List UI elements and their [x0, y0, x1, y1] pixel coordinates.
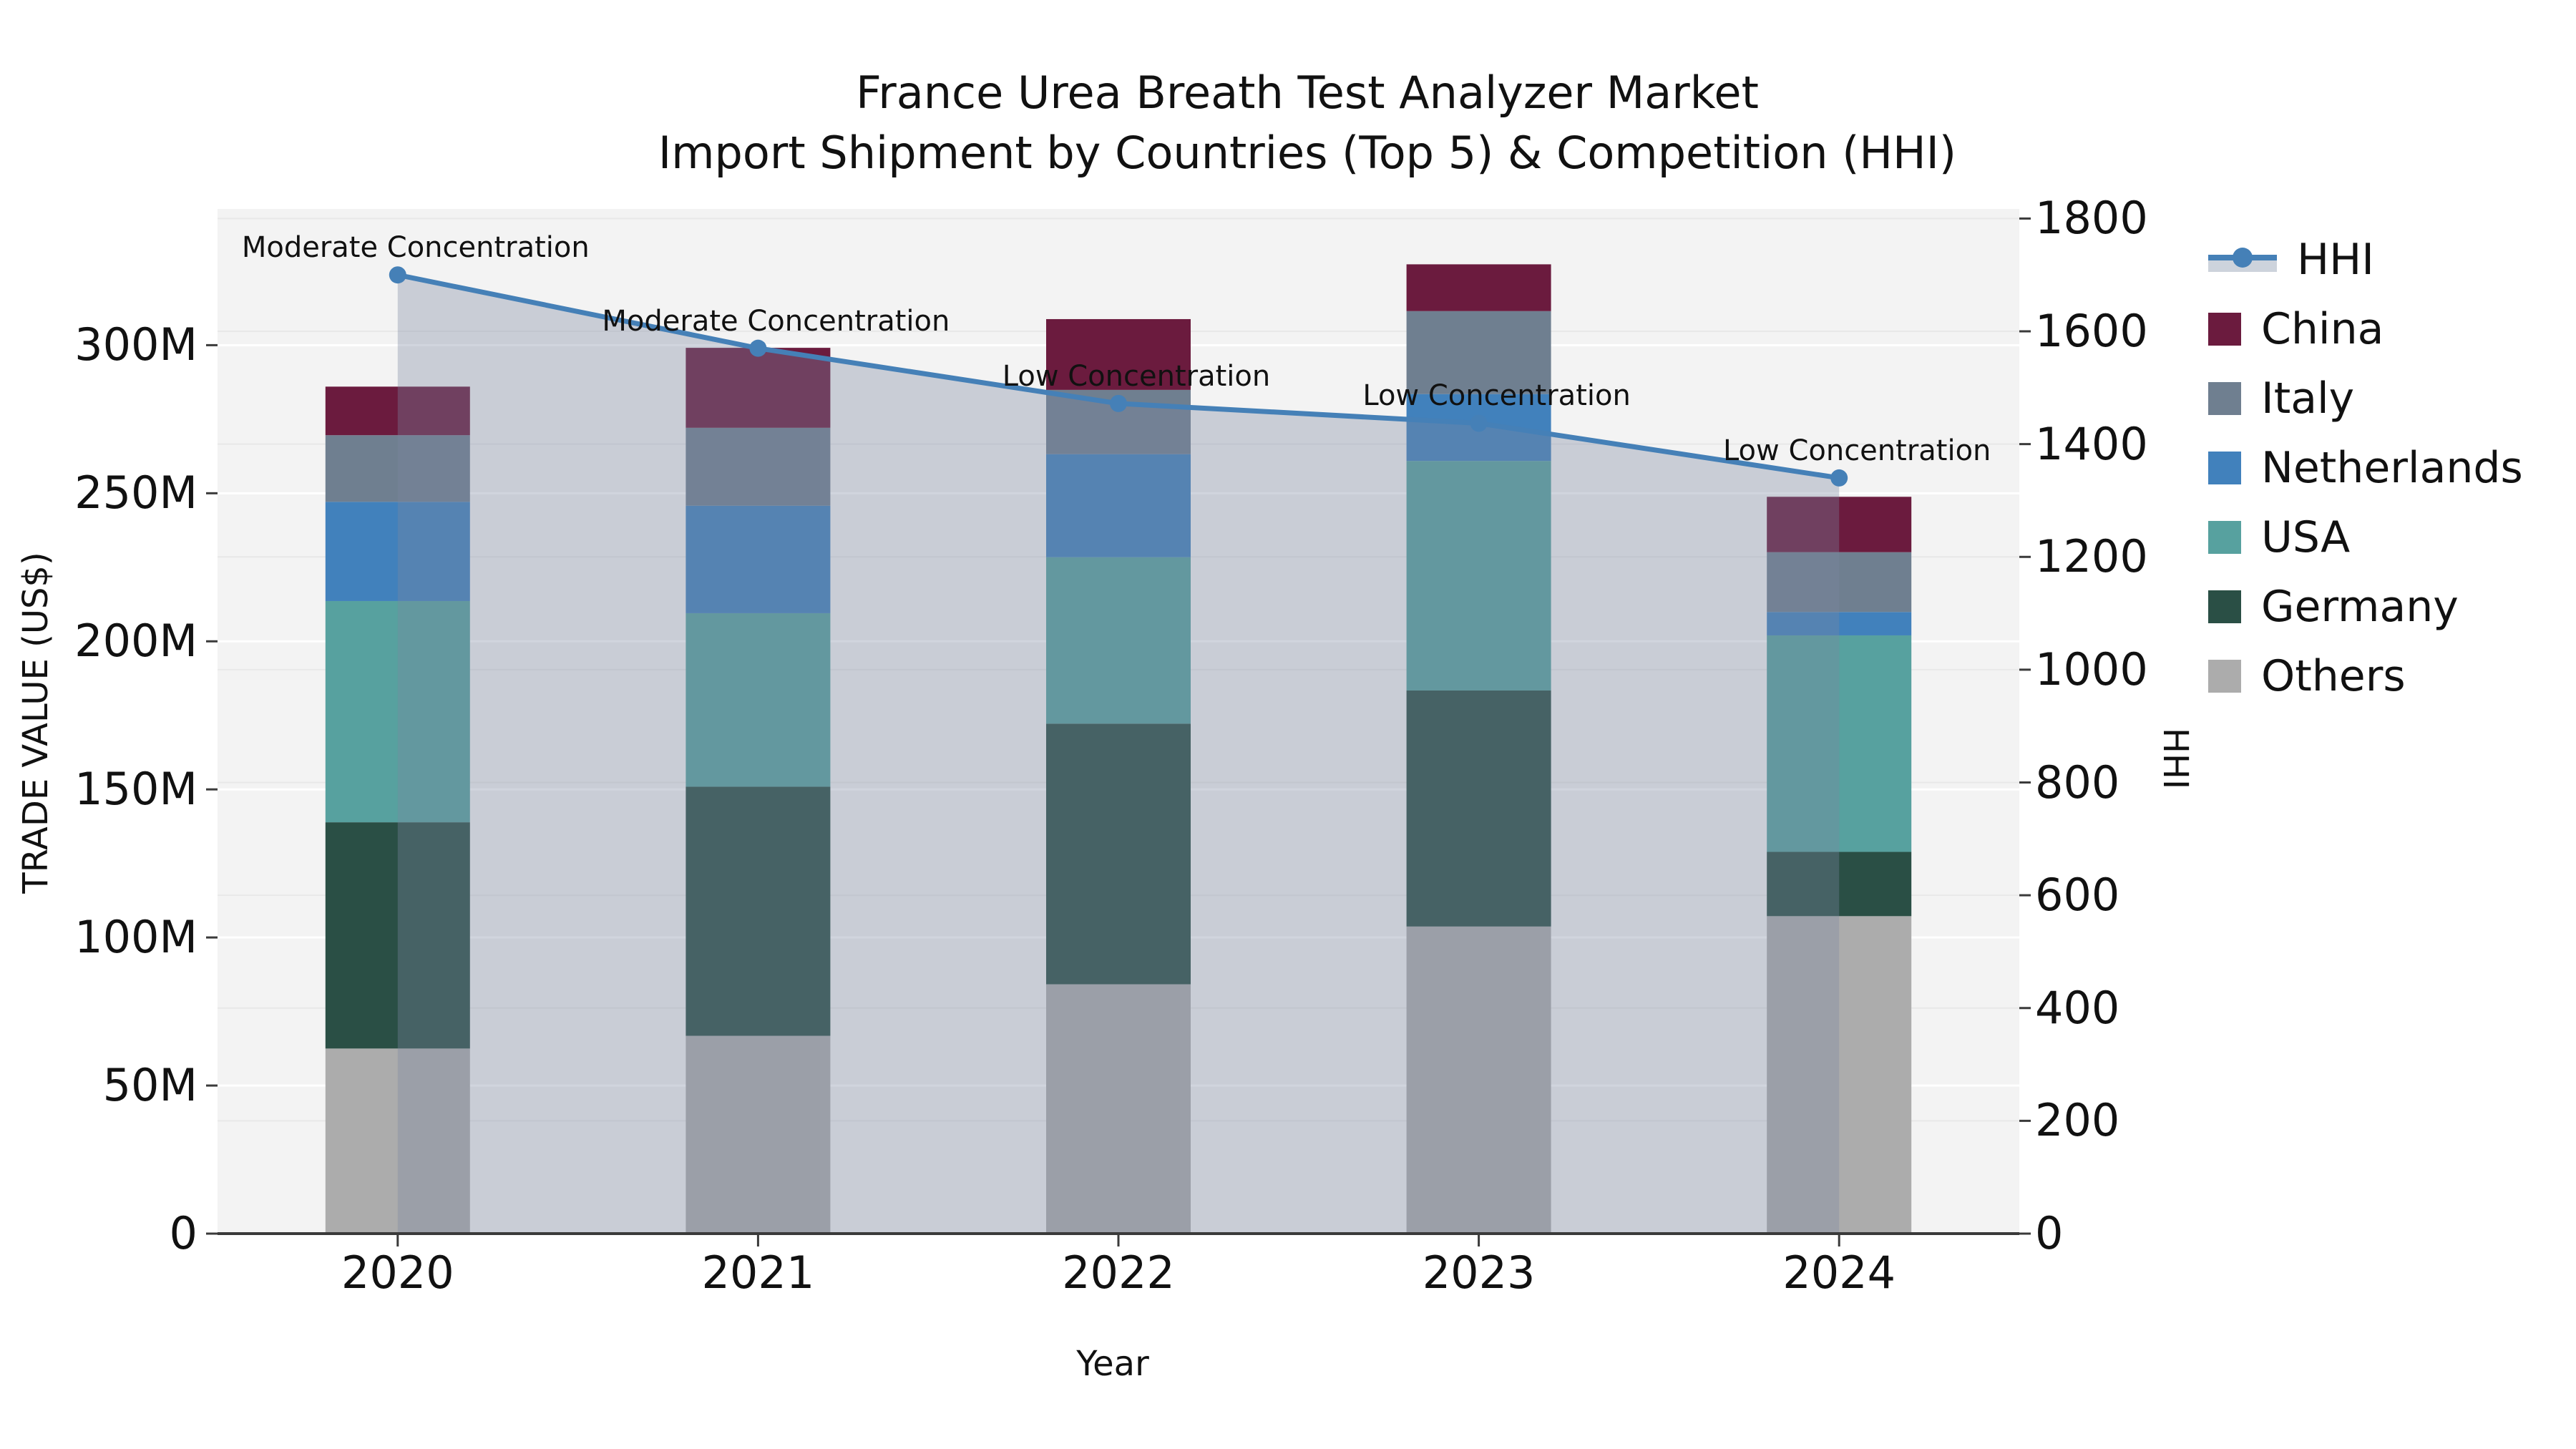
y-right-tick-1800: 1800: [2035, 192, 2148, 245]
bar-segment-2023-germany: [1406, 690, 1551, 927]
legend-label-germany: Germany: [2261, 581, 2459, 632]
bar-segment-2024-italy: [1767, 552, 1912, 613]
hhi-marker-2023: [1470, 414, 1488, 432]
bar-2021: [686, 348, 831, 1234]
legend-row-germany: Germany: [2208, 572, 2523, 641]
bar-segment-2020-germany: [325, 822, 470, 1049]
hhi-marker-2021: [749, 339, 767, 357]
bar-segment-2020-usa: [325, 600, 470, 823]
y-left-tick-150M: 150M: [74, 763, 197, 816]
legend-row-others: Others: [2208, 641, 2523, 711]
bar-segment-2021-china: [686, 348, 831, 428]
annotation-2023: Low Concentration: [1362, 379, 1631, 413]
legend-row-usa: USA: [2208, 502, 2523, 572]
bar-segment-2024-others: [1767, 916, 1912, 1234]
legend-row-china: China: [2208, 294, 2523, 364]
legend-swatch-usa: [2208, 520, 2241, 554]
y-right-tick-1400: 1400: [2035, 417, 2148, 470]
bar-segment-2021-usa: [686, 613, 831, 787]
x-tick-2024: 2024: [1782, 1246, 1896, 1299]
bar-segment-2024-netherlands: [1767, 612, 1912, 635]
annotation-2022: Low Concentration: [1002, 359, 1271, 393]
legend-label-others: Others: [2261, 650, 2406, 701]
legend-swatch-germany: [2208, 590, 2241, 623]
legend-label-china: China: [2261, 303, 2384, 354]
bars-layer: [325, 264, 1912, 1234]
y-right-tick-1000: 1000: [2035, 643, 2148, 696]
annotation-2020: Moderate Concentration: [241, 231, 590, 265]
legend-swatch-china: [2208, 312, 2241, 346]
bar-segment-2023-china: [1406, 264, 1551, 311]
legend-swatch-italy: [2208, 381, 2241, 415]
bar-2023: [1406, 264, 1551, 1234]
bar-segment-2024-usa: [1767, 635, 1912, 852]
bar-segment-2024-china: [1767, 497, 1912, 552]
legend-line-swatch: [2208, 243, 2277, 276]
legend-line-dot: [2233, 247, 2253, 268]
x-tick-2022: 2022: [1062, 1246, 1175, 1299]
y-left-tick-50M: 50M: [102, 1059, 197, 1112]
bar-segment-2021-netherlands: [686, 505, 831, 613]
bar-segment-2022-usa: [1046, 557, 1191, 724]
bar-segment-2024-germany: [1767, 852, 1912, 917]
x-axis-label: Year: [1076, 1344, 1149, 1384]
bar-segment-2022-germany: [1046, 723, 1191, 985]
bar-segment-2022-others: [1046, 984, 1191, 1234]
chart-title: France Urea Breath Test Analyzer Market: [856, 67, 1759, 119]
legend-row-hhi: HHI: [2208, 225, 2523, 294]
bar-segment-2021-others: [686, 1035, 831, 1234]
hhi-marker-2020: [389, 266, 406, 284]
chart-title-block: France Urea Breath Test Analyzer Market …: [413, 63, 2202, 183]
bar-segment-2023-usa: [1406, 461, 1551, 691]
bar-segment-2022-netherlands: [1046, 454, 1191, 557]
bar-segment-2023-others: [1406, 926, 1551, 1234]
legend-swatch-others: [2208, 659, 2241, 693]
tick-marks-layer: [206, 217, 2031, 1246]
legend-label-usa: USA: [2261, 512, 2351, 562]
bar-segment-2020-italy: [325, 435, 470, 502]
y-left-tick-250M: 250M: [74, 467, 197, 519]
legend-row-netherlands: Netherlands: [2208, 433, 2523, 502]
legend-swatch-netherlands: [2208, 451, 2241, 484]
y-left-tick-300M: 300M: [74, 318, 197, 371]
y-right-tick-0: 0: [2035, 1207, 2064, 1259]
y-right-tick-1600: 1600: [2035, 305, 2148, 358]
x-tick-2023: 2023: [1422, 1246, 1536, 1299]
bar-segment-2022-china: [1046, 318, 1191, 390]
legend-label-italy: Italy: [2261, 373, 2355, 424]
legend-label-netherlands: Netherlands: [2261, 442, 2523, 493]
y-right-tick-600: 600: [2035, 869, 2120, 922]
y-right-tick-200: 200: [2035, 1094, 2120, 1147]
hhi-marker-2022: [1110, 394, 1127, 412]
chart-subtitle: Import Shipment by Countries (Top 5) & C…: [658, 127, 1957, 179]
x-tick-2020: 2020: [341, 1246, 454, 1299]
bar-2020: [325, 386, 470, 1234]
y-right-tick-400: 400: [2035, 981, 2120, 1034]
legend-row-italy: Italy: [2208, 364, 2523, 433]
x-tick-2021: 2021: [701, 1246, 815, 1299]
bar-2022: [1046, 318, 1191, 1234]
bar-segment-2021-germany: [686, 786, 831, 1036]
y-right-tick-1200: 1200: [2035, 530, 2148, 583]
y-left-tick-0: 0: [169, 1207, 197, 1259]
bar-segment-2020-netherlands: [325, 502, 470, 601]
annotation-2024: Low Concentration: [1722, 434, 1991, 467]
hhi-area-fill: [397, 275, 1840, 1234]
legend-label-hhi: HHI: [2297, 234, 2374, 285]
y-left-tick-100M: 100M: [74, 911, 197, 964]
bar-segment-2023-italy: [1406, 311, 1551, 394]
bar-segment-2020-others: [325, 1048, 470, 1234]
legend: HHI China Italy Netherlands USA Germany Others: [2208, 225, 2523, 711]
y-right-tick-800: 800: [2035, 756, 2120, 809]
annotation-2021: Moderate Concentration: [602, 304, 950, 338]
bar-segment-2021-italy: [686, 427, 831, 506]
y-left-tick-200M: 200M: [74, 615, 197, 668]
hhi-marker-2024: [1830, 469, 1848, 487]
bar-2024: [1767, 497, 1912, 1234]
bar-segment-2020-china: [325, 386, 470, 436]
